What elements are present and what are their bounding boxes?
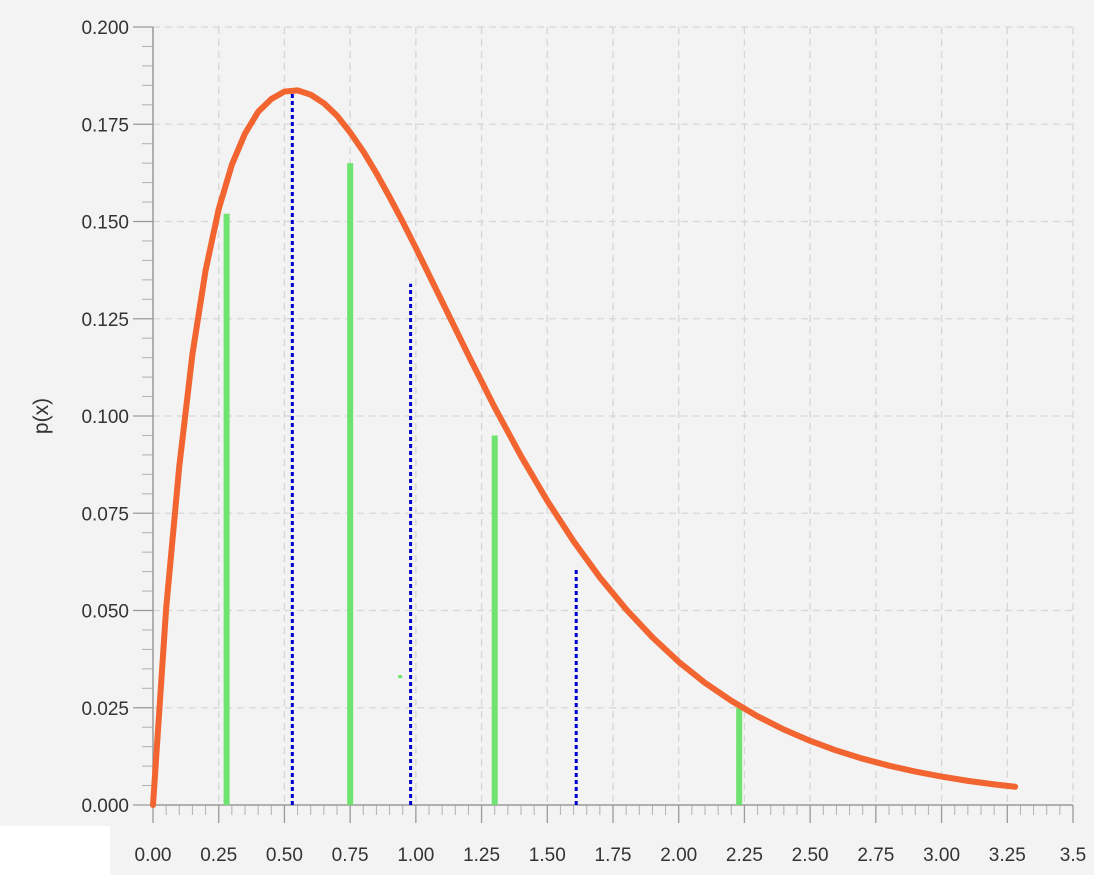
y-tick-label: 0.100 <box>81 407 129 428</box>
x-tick-label: 0.00 <box>135 845 172 866</box>
y-tick-label: 0.175 <box>81 115 129 136</box>
x-tick-label: 1.00 <box>397 845 434 866</box>
x-tick-label: 3.00 <box>923 845 960 866</box>
minor-tick-layer <box>142 45 1061 815</box>
x-tick-label: 0.50 <box>266 845 303 866</box>
x-tick-label: 1.75 <box>595 845 632 866</box>
x-tick-label: 3.5 <box>1060 845 1086 866</box>
x-tick-label: 2.75 <box>857 845 894 866</box>
label-layer: 0.000 0.025 0.050 0.075 0.100 0.125 0.150 0.175… <box>81 18 1086 866</box>
x-tick-label: 1.50 <box>529 845 566 866</box>
x-tick-label: 1.25 <box>463 845 500 866</box>
curve-layer <box>150 87 1019 808</box>
axis-layer <box>133 26 1074 823</box>
x-tick-label: 0.75 <box>332 845 369 866</box>
density-curve <box>150 87 1019 808</box>
y-tick-label: 0.125 <box>81 310 129 331</box>
grid-layer <box>153 26 1074 805</box>
y-tick-label: 0.025 <box>81 699 129 720</box>
y-tick-label: 0.050 <box>81 602 129 623</box>
y-tick-label: 0.200 <box>81 18 129 39</box>
axis-background <box>110 826 1094 875</box>
y-tick-label: 0.000 <box>81 796 129 817</box>
marks-layer <box>223 93 743 805</box>
x-tick-label: 0.25 <box>200 845 237 866</box>
x-tick-label: 2.00 <box>660 845 697 866</box>
x-tick-label: 3.25 <box>989 845 1026 866</box>
green-dot <box>398 675 403 679</box>
x-tick-label: 2.25 <box>726 845 763 866</box>
y-tick-label: 0.075 <box>81 504 129 525</box>
x-tick-label: 2.50 <box>792 845 829 866</box>
y-tick-label: 0.150 <box>81 213 129 234</box>
y-axis-title: p(x) <box>30 398 53 434</box>
